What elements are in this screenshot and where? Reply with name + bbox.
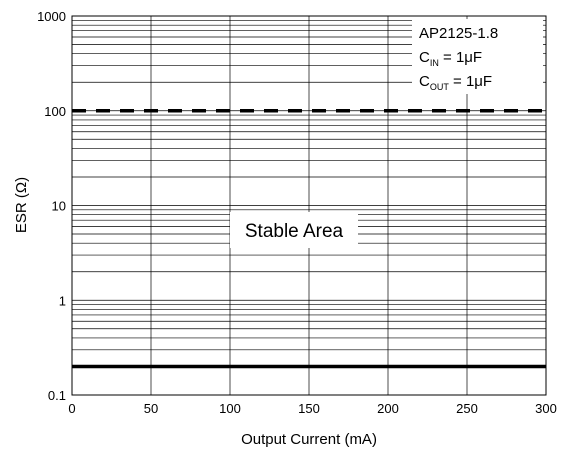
y-axis-title: ESR (Ω): [13, 177, 30, 233]
x-axis-title: Output Current (mA): [241, 431, 377, 448]
x-tick-label: 300: [535, 401, 557, 416]
stable-area-text: Stable Area: [245, 221, 344, 242]
stable-area-label: Stable Area: [230, 212, 358, 248]
x-tick-label: 250: [456, 401, 478, 416]
y-tick-label: 10: [52, 199, 66, 214]
cin-subscript: IN: [430, 58, 439, 68]
cout-value: = 1μF: [449, 73, 492, 90]
y-tick-label: 0.1: [48, 388, 66, 403]
x-tick-label: 0: [68, 401, 75, 416]
x-tick-label: 200: [377, 401, 399, 416]
x-tick-label: 100: [219, 401, 241, 416]
cin-value: = 1μF: [439, 49, 482, 66]
x-tick-label: 50: [144, 401, 158, 416]
plot-frame: [71, 15, 547, 396]
y-tick-label: 100: [44, 104, 66, 119]
series-layer: [72, 109, 546, 369]
y-tick-label: 1000: [37, 9, 66, 24]
x-tick-label: 150: [298, 401, 320, 416]
cout-prefix: C: [419, 73, 430, 90]
cout-subscript: OUT: [430, 82, 450, 92]
y-tick-label: 1: [59, 293, 66, 308]
device-label: AP2125-1.8: [419, 25, 498, 42]
cin-label: CIN = 1μF: [419, 49, 482, 68]
cout-label: COUT = 1μF: [419, 73, 492, 92]
legend-box: AP2125-1.8 CIN = 1μF COUT = 1μF: [412, 19, 543, 94]
tick-labels: 0 50 100 150 200 250 300 0.1 1 10 100 1000: [37, 9, 557, 416]
cin-prefix: C: [419, 49, 430, 66]
